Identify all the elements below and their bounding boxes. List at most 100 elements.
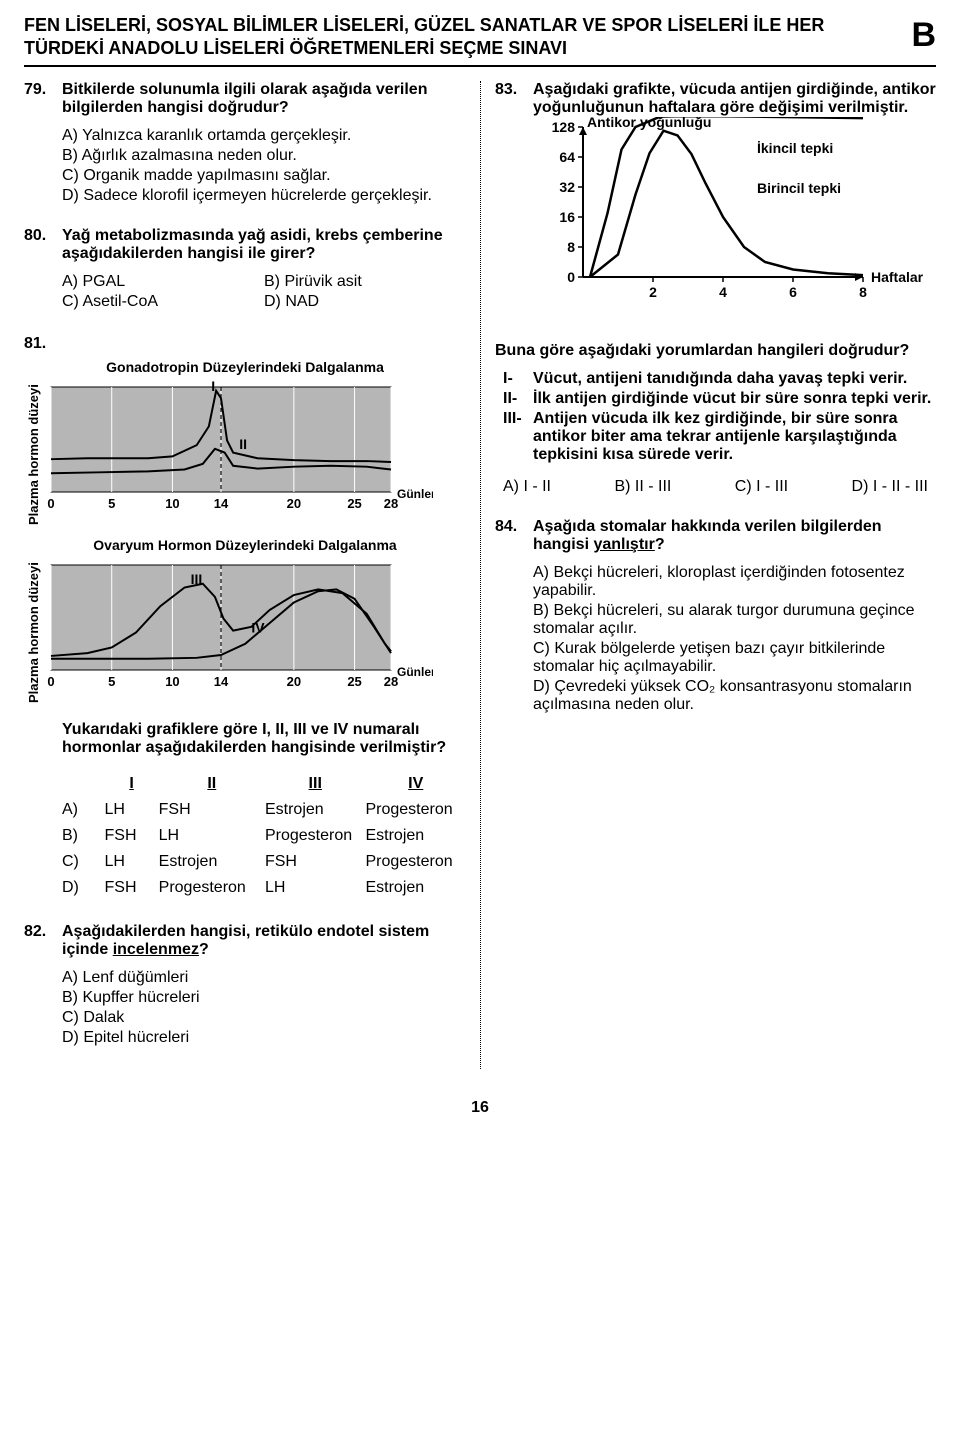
booklet-letter: B (911, 18, 936, 52)
q79-opt-a: A) Yalnızca karanlık ortamda gerçekleşir… (62, 127, 466, 145)
q83-opt-c: C) I - III (735, 478, 788, 496)
exam-title: FEN LİSELERİ, SOSYAL BİLİMLER LİSELERİ, … (24, 14, 911, 59)
q84-options: A) Bekçi hücreleri, kloroplast içerdiğin… (495, 564, 936, 714)
q82-options: A) Lenf düğümleri B) Kupffer hücreleri C… (24, 969, 466, 1047)
q82-opt-a: A) Lenf düğümleri (62, 969, 466, 987)
svg-text:8: 8 (859, 284, 867, 300)
svg-text:İkincil tepki: İkincil tepki (757, 140, 833, 156)
q83-opt-a: A) I - II (503, 478, 551, 496)
svg-text:II: II (239, 436, 247, 452)
q81-chart2-svg: IIIIV051014202528Günler (43, 557, 433, 709)
q84-opt-c: C) Kurak bölgelerde yetişen bazı çayır b… (533, 640, 936, 676)
svg-text:5: 5 (108, 496, 115, 511)
svg-text:2: 2 (649, 284, 657, 300)
q79-opt-d: D) Sadece klorofil içermeyen hücrelerde … (62, 187, 466, 205)
q83-chart-svg: Antikor yoğunluğu081632641282468Haftalar… (533, 117, 953, 327)
page-number: 16 (24, 1099, 936, 1117)
svg-text:8: 8 (567, 239, 575, 255)
svg-text:Günler: Günler (397, 665, 433, 679)
q81-chart1-title: Gonadotropin Düzeylerindeki Dalgalanma (24, 359, 466, 375)
question-84: 84. Aşağıda stomalar hakkında verilen bi… (495, 518, 936, 714)
q83-opt-d: D) I - II - III (852, 478, 928, 496)
question-80: 80. Yağ metabolizmasında yağ asidi, kreb… (24, 227, 466, 313)
svg-text:I: I (211, 379, 215, 394)
q81-row-c: C) LH Estrojen FSH Progesteron (62, 849, 466, 875)
svg-text:10: 10 (165, 674, 179, 689)
q83-statements: I-Vücut, antijeni tanıdığında daha yavaş… (503, 370, 936, 464)
content-columns: 79. Bitkilerde solunumla ilgili olarak a… (24, 81, 936, 1069)
svg-text:Antikor yoğunluğu: Antikor yoğunluğu (587, 117, 711, 130)
svg-text:25: 25 (347, 496, 361, 511)
exam-header: FEN LİSELERİ, SOSYAL BİLİMLER LİSELERİ, … (24, 14, 936, 59)
q82-num: 82. (24, 923, 62, 959)
svg-text:4: 4 (719, 284, 727, 300)
left-column: 79. Bitkilerde solunumla ilgili olarak a… (24, 81, 480, 1069)
svg-text:14: 14 (214, 674, 229, 689)
q80-stem: Yağ metabolizmasında yağ asidi, krebs çe… (62, 227, 466, 263)
q79-opt-b: B) Ağırlık azalmasına neden olur. (62, 147, 466, 165)
q82-opt-b: B) Kupffer hücreleri (62, 989, 466, 1007)
svg-text:16: 16 (559, 209, 575, 225)
svg-text:64: 64 (559, 149, 575, 165)
q79-stem: Bitkilerde solunumla ilgili olarak aşağı… (62, 81, 466, 117)
q84-opt-b: B) Bekçi hücreleri, su alarak turgor dur… (533, 602, 936, 638)
q81-row-a: A) LH FSH Estrojen Progesteron (62, 797, 466, 823)
q81-row-b: B) FSH LH Progesteron Estrojen (62, 823, 466, 849)
q83-options: A) I - II B) II - III C) I - III D) I - … (495, 478, 936, 496)
q81-chart1-svg: III051014202528Günler (43, 379, 433, 531)
q83-opt-b: B) II - III (614, 478, 671, 496)
q81-chart2-title: Ovaryum Hormon Düzeylerindeki Dalgalanma (24, 537, 466, 553)
svg-text:0: 0 (567, 269, 575, 285)
q84-num: 84. (495, 518, 533, 554)
svg-text:0: 0 (47, 496, 54, 511)
svg-text:128: 128 (552, 119, 576, 135)
q81-chart2-ylabel: Plazma hormon düzeyi (24, 557, 43, 709)
q80-opt-d: D) NAD (264, 293, 466, 311)
svg-text:20: 20 (287, 674, 301, 689)
svg-text:III: III (191, 571, 203, 587)
q81-chart1: Gonadotropin Düzeylerindeki Dalgalanma P… (24, 359, 466, 531)
svg-text:5: 5 (108, 674, 115, 689)
q80-num: 80. (24, 227, 62, 263)
q79-num: 79. (24, 81, 62, 117)
svg-text:Günler: Günler (397, 487, 433, 501)
svg-text:IV: IV (251, 620, 265, 636)
q81-num: 81. (24, 335, 62, 353)
question-83: 83. Aşağıdaki grafikte, vücuda antijen g… (495, 81, 936, 496)
q83-num: 83. (495, 81, 533, 117)
q80-opt-c: C) Asetil-CoA (62, 293, 264, 311)
q84-opt-a: A) Bekçi hücreleri, kloroplast içerdiğin… (533, 564, 936, 600)
q79-options: A) Yalnızca karanlık ortamda gerçekleşir… (24, 127, 466, 205)
header-rule (24, 65, 936, 67)
svg-text:14: 14 (214, 496, 229, 511)
q81-post-text: Yukarıdaki grafiklere göre I, II, III ve… (62, 721, 466, 757)
q81-table: I II III IV A) LH FSH Estrojen Progester… (62, 771, 466, 901)
svg-text:25: 25 (347, 674, 361, 689)
svg-text:32: 32 (559, 179, 575, 195)
svg-text:10: 10 (165, 496, 179, 511)
right-column: 83. Aşağıdaki grafikte, vücuda antijen g… (480, 81, 936, 1069)
q82-opt-d: D) Epitel hücreleri (62, 1029, 466, 1047)
q84-opt-d: D) Çevredeki yüksek CO₂ konsantrasyonu s… (533, 678, 936, 714)
q84-stem: Aşağıda stomalar hakkında verilen bilgil… (533, 518, 936, 554)
q82-stem: Aşağıdakilerden hangisi, retikülo endote… (62, 923, 466, 959)
q81-chart2: Ovaryum Hormon Düzeylerindeki Dalgalanma… (24, 537, 466, 709)
q83-post-text: Buna göre aşağıdaki yorumlardan hangiler… (495, 342, 936, 360)
svg-text:Haftalar: Haftalar (871, 269, 924, 285)
question-81: 81. Gonadotropin Düzeylerindeki Dalgalan… (24, 335, 466, 901)
svg-text:Birincil tepki: Birincil tepki (757, 180, 841, 196)
q79-opt-c: C) Organik madde yapılmasını sağlar. (62, 167, 466, 185)
q80-opt-b: B) Pirüvik asit (264, 273, 466, 291)
q81-row-d: D) FSH Progesteron LH Estrojen (62, 875, 466, 901)
q82-opt-c: C) Dalak (62, 1009, 466, 1027)
svg-text:0: 0 (47, 674, 54, 689)
q83-stem: Aşağıdaki grafikte, vücuda antijen girdi… (533, 81, 936, 117)
question-79: 79. Bitkilerde solunumla ilgili olarak a… (24, 81, 466, 205)
q80-opt-a: A) PGAL (62, 273, 264, 291)
svg-text:20: 20 (287, 496, 301, 511)
q81-table-head: I II III IV (62, 771, 466, 797)
q81-chart1-ylabel: Plazma hormon düzeyi (24, 379, 43, 531)
question-82: 82. Aşağıdakilerden hangisi, retikülo en… (24, 923, 466, 1047)
svg-text:6: 6 (789, 284, 797, 300)
q80-options: A) PGAL B) Pirüvik asit C) Asetil-CoA D)… (24, 273, 466, 313)
